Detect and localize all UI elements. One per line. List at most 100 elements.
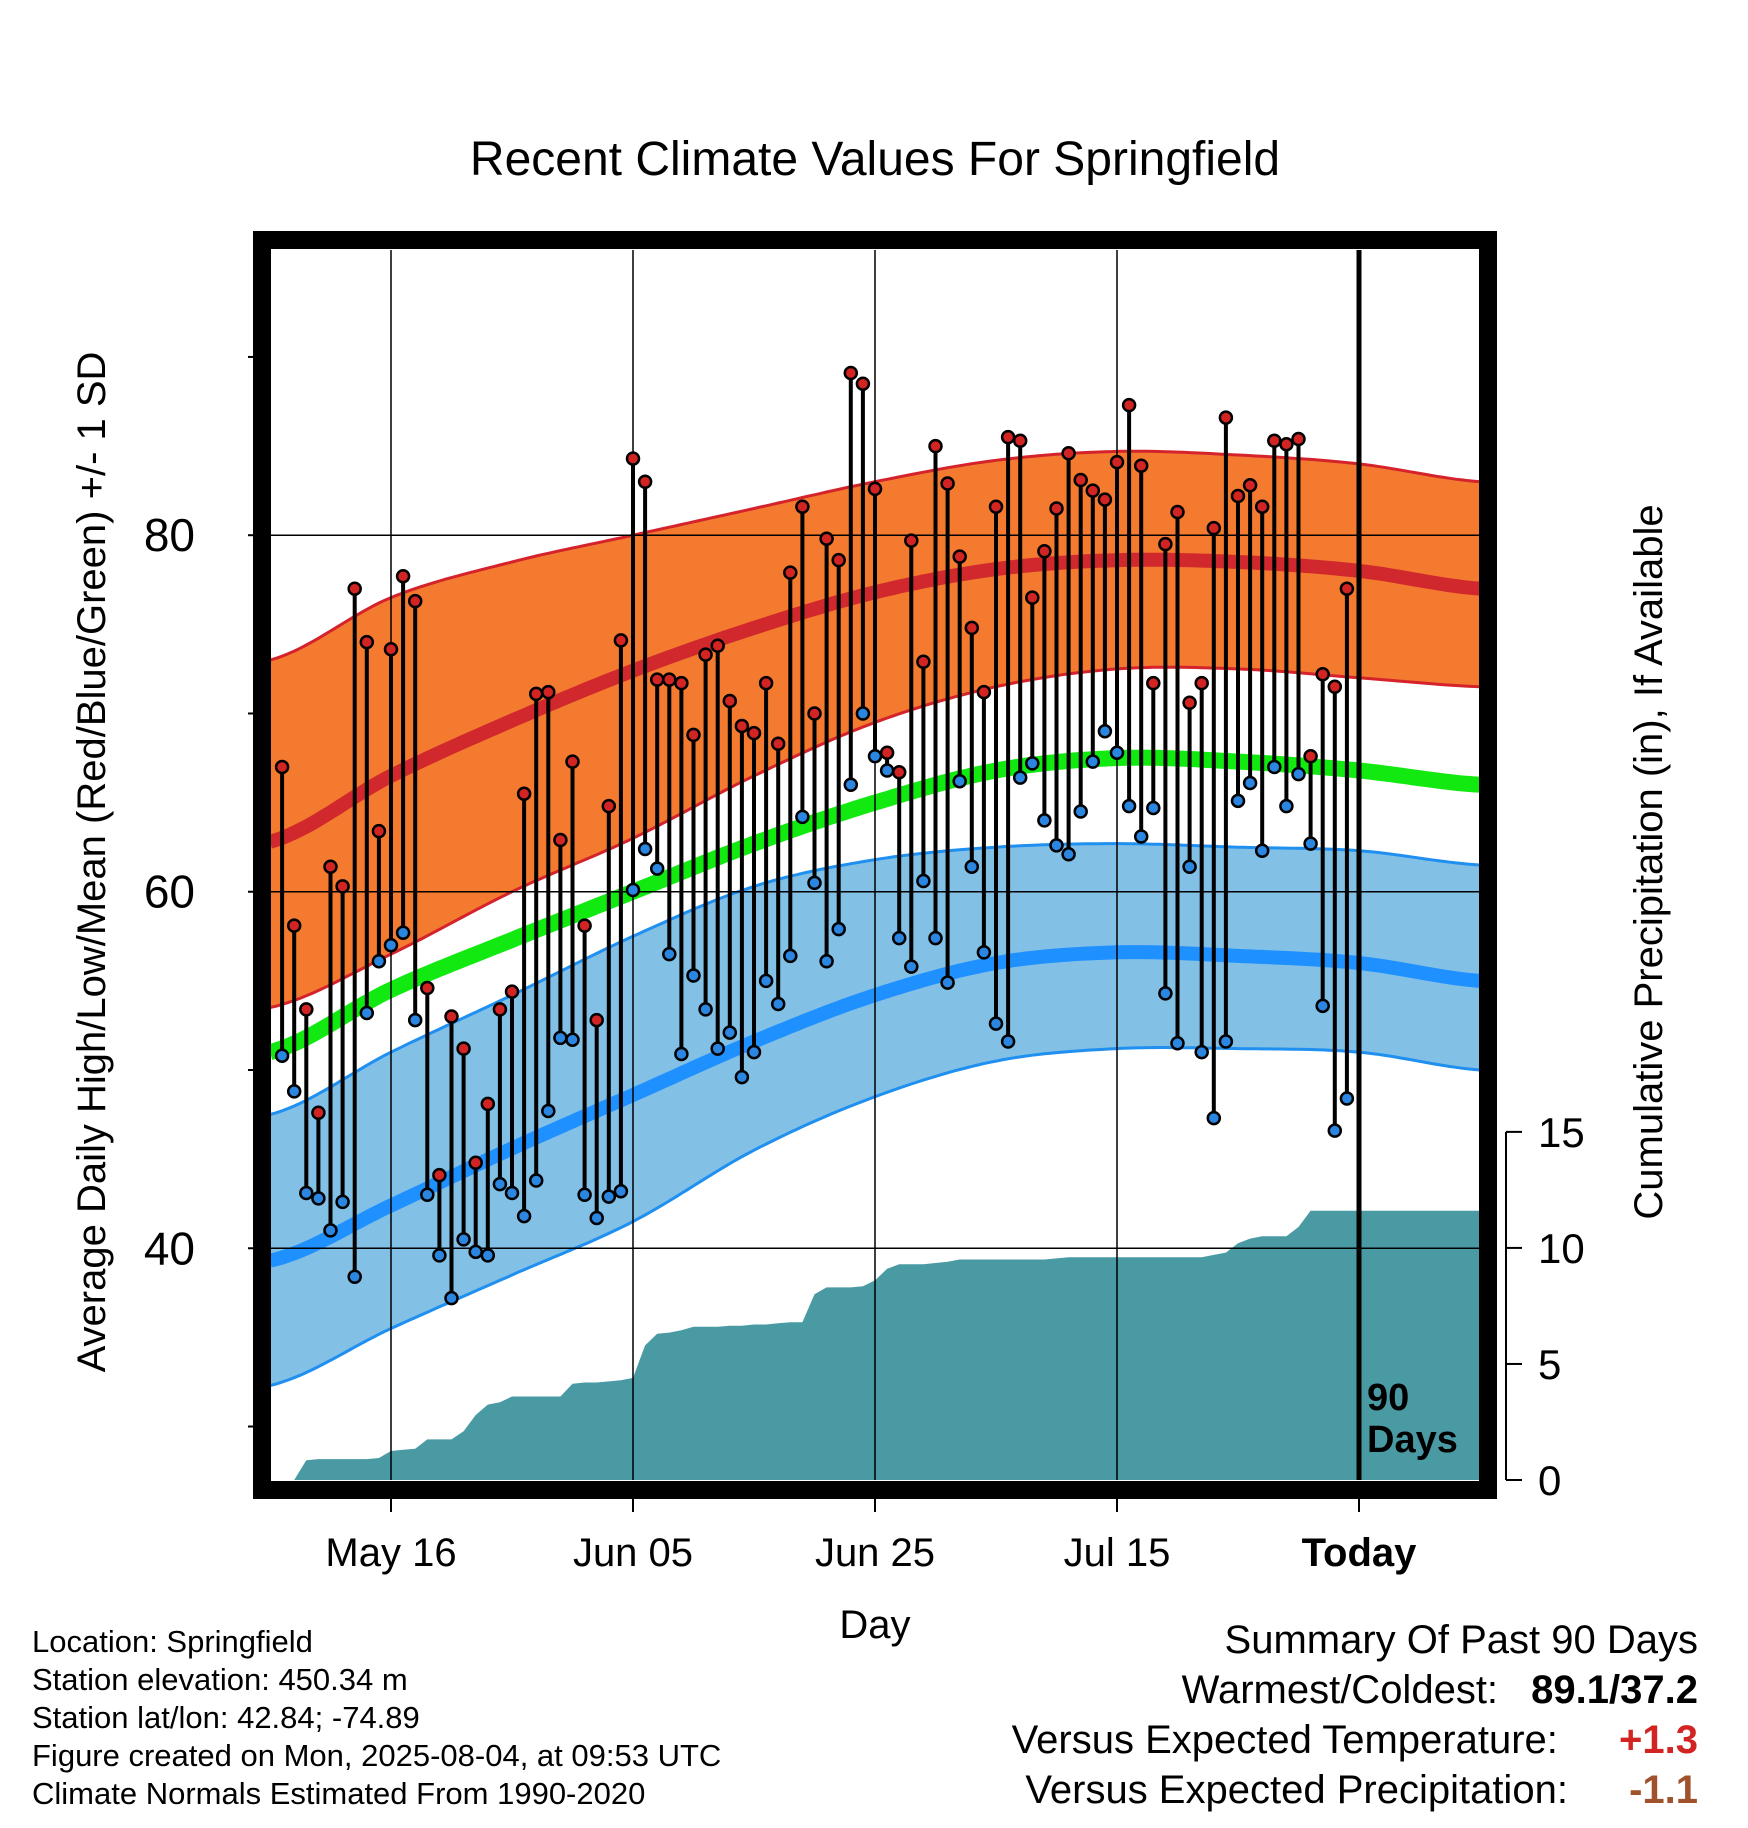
summary-title: Summary Of Past 90 Days	[1224, 1618, 1698, 1662]
daily-high-point	[710, 638, 725, 653]
daily-low-point	[1061, 847, 1076, 862]
temp-value: +1.3	[1619, 1718, 1698, 1762]
daily-low-point	[904, 959, 919, 974]
today-days-label: 90	[1367, 1377, 1409, 1419]
daily-low-point	[553, 1030, 568, 1046]
daily-high-point	[807, 706, 822, 721]
daily-low-point	[710, 1041, 725, 1056]
daily-high-point	[746, 725, 762, 741]
summary-precip-row: Versus Expected Precipitation: -1.1	[1025, 1768, 1698, 1813]
daily-low-point	[891, 930, 907, 946]
daily-low-point	[577, 1187, 592, 1203]
daily-low-point	[625, 882, 641, 898]
station-info: Location: Springfield Station elevation:…	[32, 1623, 721, 1813]
daily-low-point	[432, 1248, 447, 1263]
daily-high-point	[407, 593, 423, 609]
daily-high-point	[468, 1155, 483, 1170]
daily-high-point	[1158, 536, 1173, 552]
daily-high-point	[565, 754, 580, 769]
daily-high-point	[843, 365, 859, 381]
daily-low-point	[1133, 829, 1149, 844]
daily-low-point	[371, 954, 387, 969]
y-tick-label: 60	[144, 866, 195, 918]
daily-high-point	[904, 533, 919, 548]
daily-high-point	[1327, 679, 1343, 694]
daily-low-point	[686, 968, 701, 983]
y2-tick-label: 0	[1538, 1457, 1561, 1504]
daily-high-point	[1194, 675, 1209, 691]
daily-low-point	[1339, 1091, 1355, 1106]
x-tick-label: Jul 15	[1064, 1531, 1171, 1575]
daily-low-point	[879, 763, 895, 778]
daily-low-point	[867, 749, 883, 764]
daily-high-point	[383, 642, 399, 657]
daily-high-point	[347, 581, 362, 596]
daily-low-point	[976, 945, 992, 960]
daily-high-point	[758, 675, 774, 691]
daily-high-point	[1037, 544, 1052, 559]
daily-low-point	[1303, 836, 1318, 851]
daily-low-point	[1279, 798, 1294, 814]
daily-low-point	[855, 706, 871, 721]
daily-high-point	[395, 568, 411, 584]
daily-high-point	[299, 1002, 314, 1017]
daily-low-point	[916, 873, 931, 889]
daily-low-point	[541, 1103, 556, 1119]
daily-high-point	[541, 684, 556, 700]
daily-high-point	[637, 474, 653, 489]
daily-low-point	[601, 1189, 617, 1204]
y2-tick-label: 10	[1538, 1225, 1585, 1272]
daily-high-point	[1291, 431, 1306, 447]
daily-high-point	[1049, 501, 1064, 516]
created-text: Figure created on Mon, 2025-08-04, at 09…	[32, 1738, 722, 1773]
daily-high-point	[1279, 437, 1294, 452]
daily-high-point	[516, 786, 532, 801]
daily-high-point	[1303, 749, 1318, 764]
daily-high-point	[1218, 410, 1234, 425]
daily-low-point	[819, 954, 834, 969]
daily-low-point	[456, 1232, 471, 1247]
y2-tick-label: 5	[1538, 1341, 1561, 1388]
y2-tick-label: 15	[1538, 1109, 1585, 1156]
daily-high-point	[734, 718, 750, 734]
daily-low-point	[1242, 775, 1258, 791]
today-days-label-2: Days	[1367, 1419, 1458, 1461]
daily-low-point	[1121, 798, 1137, 814]
daily-high-point	[286, 918, 302, 933]
daily-high-point	[879, 745, 895, 760]
daily-low-point	[1037, 813, 1052, 828]
daily-low-point	[1012, 770, 1028, 785]
daily-low-point	[952, 773, 967, 789]
daily-low-point	[468, 1244, 483, 1260]
daily-low-point	[637, 841, 653, 857]
daily-low-point	[1000, 1034, 1016, 1049]
daily-low-point	[746, 1044, 762, 1060]
daily-low-point	[698, 1002, 713, 1017]
daily-low-point	[347, 1269, 362, 1285]
daily-high-point	[867, 481, 883, 497]
y-axis-label: Average Daily High/Low/Mean (Red/Blue/Gr…	[70, 352, 114, 1373]
daily-low-point	[1170, 1036, 1185, 1051]
daily-high-point	[1073, 472, 1088, 488]
daily-low-point	[795, 809, 810, 825]
daily-low-point	[1158, 986, 1173, 1001]
daily-high-point	[359, 634, 375, 650]
daily-high-point	[1025, 590, 1040, 605]
plot-clip-group	[270, 250, 1480, 1480]
daily-high-point	[480, 1096, 496, 1112]
daily-low-point	[1049, 838, 1064, 853]
daily-low-point	[1073, 804, 1088, 819]
latlon-text: Station lat/lon: 42.84; -74.89	[32, 1700, 420, 1735]
daily-low-point	[444, 1290, 459, 1306]
daily-low-point	[299, 1185, 314, 1201]
daily-low-point	[807, 875, 822, 891]
daily-low-point	[323, 1223, 338, 1238]
daily-low-point	[1230, 793, 1246, 809]
daily-low-point	[1218, 1034, 1234, 1049]
daily-high-point	[1109, 454, 1125, 470]
daily-high-point	[1182, 695, 1197, 711]
daily-low-point	[758, 973, 774, 989]
daily-high-point	[1012, 433, 1028, 448]
daily-low-point	[1206, 1110, 1222, 1126]
